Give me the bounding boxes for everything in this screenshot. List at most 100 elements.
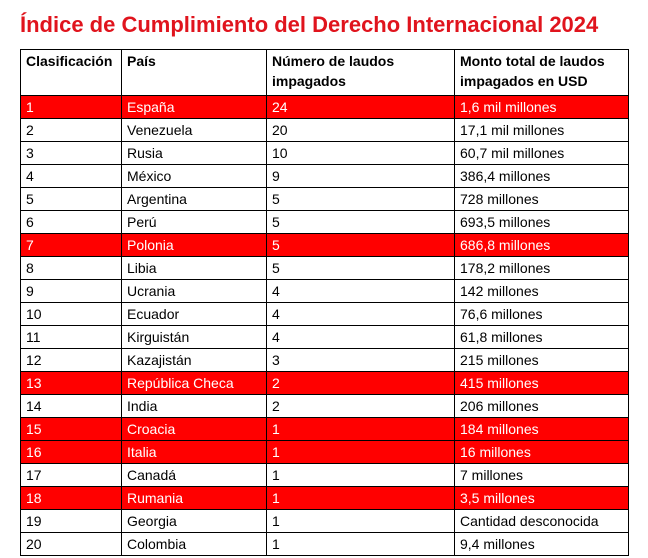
table-row: 17 Canadá 1 7 millones bbox=[20, 463, 629, 487]
cell-rank: 18 bbox=[20, 486, 122, 510]
cell-country: Libia bbox=[121, 256, 267, 280]
table-body: 1 España 24 1,6 mil millones 2 Venezuela 20 17,… bbox=[20, 95, 629, 556]
cell-awards: 2 bbox=[266, 394, 455, 418]
cell-awards: 4 bbox=[266, 325, 455, 349]
cell-country: Venezuela bbox=[121, 118, 267, 142]
cell-rank: 1 bbox=[20, 95, 122, 119]
cell-awards: 1 bbox=[266, 440, 455, 464]
cell-rank: 7 bbox=[20, 233, 122, 257]
cell-amount: 16 millones bbox=[454, 440, 629, 464]
cell-amount: 178,2 millones bbox=[454, 256, 629, 280]
table-row: 6 Perú 5 693,5 millones bbox=[20, 210, 629, 234]
table-row: 16 Italia 1 16 millones bbox=[20, 440, 629, 464]
cell-country: Georgia bbox=[121, 509, 267, 533]
cell-rank: 5 bbox=[20, 187, 122, 211]
table-row: 20 Colombia 1 9,4 millones bbox=[20, 532, 629, 556]
cell-rank: 8 bbox=[20, 256, 122, 280]
cell-amount: 3,5 millones bbox=[454, 486, 629, 510]
cell-awards: 9 bbox=[266, 164, 455, 188]
cell-rank: 16 bbox=[20, 440, 122, 464]
cell-awards: 3 bbox=[266, 348, 455, 372]
table-row: 5 Argentina 5 728 millones bbox=[20, 187, 629, 211]
table-row: 3 Rusia 10 60,7 mil millones bbox=[20, 141, 629, 165]
cell-country: Ecuador bbox=[121, 302, 267, 326]
cell-rank: 2 bbox=[20, 118, 122, 142]
cell-rank: 15 bbox=[20, 417, 122, 441]
cell-amount: 9,4 millones bbox=[454, 532, 629, 556]
header-row: Clasificación País Número de laudos impa… bbox=[20, 49, 629, 96]
cell-country: Perú bbox=[121, 210, 267, 234]
cell-awards: 1 bbox=[266, 417, 455, 441]
cell-awards: 2 bbox=[266, 371, 455, 395]
table-row: 2 Venezuela 20 17,1 mil millones bbox=[20, 118, 629, 142]
cell-rank: 11 bbox=[20, 325, 122, 349]
cell-country: Rumania bbox=[121, 486, 267, 510]
cell-country: México bbox=[121, 164, 267, 188]
cell-country: Polonia bbox=[121, 233, 267, 257]
cell-amount: 1,6 mil millones bbox=[454, 95, 629, 119]
cell-country: Croacia bbox=[121, 417, 267, 441]
cell-awards: 5 bbox=[266, 187, 455, 211]
table-header: Clasificación País Número de laudos impa… bbox=[20, 49, 629, 96]
table-row: 7 Polonia 5 686,8 millones bbox=[20, 233, 629, 257]
cell-rank: 4 bbox=[20, 164, 122, 188]
header-awards: Número de laudos impagados bbox=[266, 49, 455, 96]
cell-country: Argentina bbox=[121, 187, 267, 211]
table-row: 8 Libia 5 178,2 millones bbox=[20, 256, 629, 280]
cell-country: Kazajistán bbox=[121, 348, 267, 372]
table-row: 10 Ecuador 4 76,6 millones bbox=[20, 302, 629, 326]
cell-amount: 17,1 mil millones bbox=[454, 118, 629, 142]
cell-awards: 5 bbox=[266, 210, 455, 234]
cell-rank: 10 bbox=[20, 302, 122, 326]
cell-rank: 14 bbox=[20, 394, 122, 418]
cell-country: India bbox=[121, 394, 267, 418]
cell-amount: 61,8 millones bbox=[454, 325, 629, 349]
cell-country: Canadá bbox=[121, 463, 267, 487]
cell-amount: 386,4 millones bbox=[454, 164, 629, 188]
cell-awards: 5 bbox=[266, 256, 455, 280]
cell-amount: 415 millones bbox=[454, 371, 629, 395]
cell-awards: 10 bbox=[266, 141, 455, 165]
cell-awards: 1 bbox=[266, 532, 455, 556]
cell-rank: 6 bbox=[20, 210, 122, 234]
cell-awards: 20 bbox=[266, 118, 455, 142]
cell-amount: 215 millones bbox=[454, 348, 629, 372]
cell-rank: 19 bbox=[20, 509, 122, 533]
table-row: 15 Croacia 1 184 millones bbox=[20, 417, 629, 441]
cell-awards: 4 bbox=[266, 302, 455, 326]
cell-amount: 206 millones bbox=[454, 394, 629, 418]
cell-rank: 13 bbox=[20, 371, 122, 395]
cell-awards: 24 bbox=[266, 95, 455, 119]
cell-awards: 1 bbox=[266, 509, 455, 533]
cell-rank: 20 bbox=[20, 532, 122, 556]
cell-rank: 17 bbox=[20, 463, 122, 487]
cell-amount: 60,7 mil millones bbox=[454, 141, 629, 165]
cell-amount: 686,8 millones bbox=[454, 233, 629, 257]
cell-country: España bbox=[121, 95, 267, 119]
document: Índice de Cumplimiento del Derecho Inter… bbox=[20, 10, 629, 556]
cell-rank: 3 bbox=[20, 141, 122, 165]
header-rank: Clasificación bbox=[20, 49, 122, 96]
cell-amount: Cantidad desconocida bbox=[454, 509, 629, 533]
cell-rank: 9 bbox=[20, 279, 122, 303]
cell-country: Rusia bbox=[121, 141, 267, 165]
table-row: 13 República Checa 2 415 millones bbox=[20, 371, 629, 395]
cell-awards: 5 bbox=[266, 233, 455, 257]
cell-amount: 142 millones bbox=[454, 279, 629, 303]
cell-amount: 76,6 millones bbox=[454, 302, 629, 326]
table-row: 4 México 9 386,4 millones bbox=[20, 164, 629, 188]
cell-amount: 184 millones bbox=[454, 417, 629, 441]
cell-amount: 728 millones bbox=[454, 187, 629, 211]
page-title: Índice de Cumplimiento del Derecho Inter… bbox=[20, 12, 599, 37]
table-row: 11 Kirguistán 4 61,8 millones bbox=[20, 325, 629, 349]
cell-country: Ucrania bbox=[121, 279, 267, 303]
table-row: 12 Kazajistán 3 215 millones bbox=[20, 348, 629, 372]
cell-country: Kirguistán bbox=[121, 325, 267, 349]
header-country: País bbox=[121, 49, 267, 96]
cell-awards: 1 bbox=[266, 463, 455, 487]
table-row: 1 España 24 1,6 mil millones bbox=[20, 95, 629, 119]
cell-country: Colombia bbox=[121, 532, 267, 556]
ranking-table: Clasificación País Número de laudos impa… bbox=[20, 49, 629, 556]
cell-amount: 7 millones bbox=[454, 463, 629, 487]
table-row: 18 Rumania 1 3,5 millones bbox=[20, 486, 629, 510]
